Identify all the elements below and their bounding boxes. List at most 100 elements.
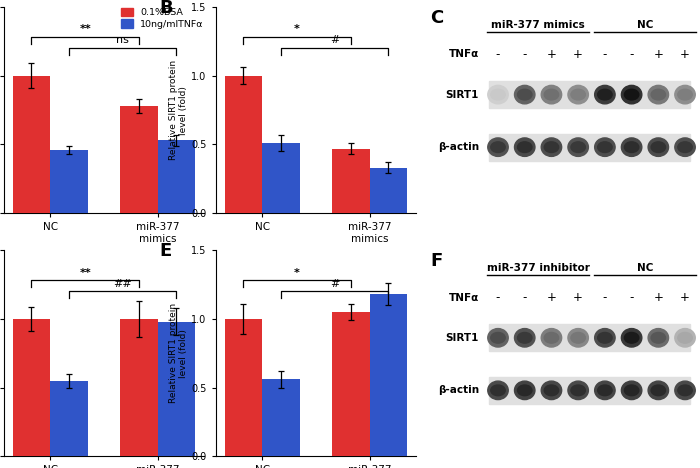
Ellipse shape xyxy=(598,332,612,343)
Ellipse shape xyxy=(571,89,585,100)
Text: ##: ## xyxy=(113,278,132,289)
Text: #: # xyxy=(330,36,340,45)
Bar xyxy=(158,140,195,213)
Text: -: - xyxy=(603,291,607,304)
Text: β-actin: β-actin xyxy=(438,385,479,395)
Bar xyxy=(489,377,690,404)
Ellipse shape xyxy=(622,381,642,400)
Text: F: F xyxy=(430,252,442,270)
Bar xyxy=(225,319,262,456)
Bar xyxy=(489,81,690,108)
Text: NC: NC xyxy=(637,263,653,273)
Ellipse shape xyxy=(541,381,561,400)
Ellipse shape xyxy=(517,332,532,343)
Ellipse shape xyxy=(491,142,505,153)
Ellipse shape xyxy=(517,89,532,100)
Text: miR-377 mimics: miR-377 mimics xyxy=(491,20,585,29)
Ellipse shape xyxy=(651,142,666,153)
Ellipse shape xyxy=(595,85,615,104)
Ellipse shape xyxy=(678,89,692,100)
Bar xyxy=(158,322,195,456)
Bar xyxy=(13,76,50,213)
Ellipse shape xyxy=(568,329,589,347)
Ellipse shape xyxy=(514,329,535,347)
Text: *: * xyxy=(294,24,300,35)
Ellipse shape xyxy=(622,85,642,104)
Ellipse shape xyxy=(624,89,639,100)
Ellipse shape xyxy=(598,142,612,153)
Ellipse shape xyxy=(595,329,615,347)
Ellipse shape xyxy=(624,332,639,343)
Ellipse shape xyxy=(541,329,561,347)
Ellipse shape xyxy=(678,385,692,395)
Ellipse shape xyxy=(571,142,585,153)
Ellipse shape xyxy=(648,138,668,156)
Ellipse shape xyxy=(541,138,561,156)
Text: -: - xyxy=(496,291,500,304)
Ellipse shape xyxy=(491,89,505,100)
Text: **: ** xyxy=(79,24,91,35)
Ellipse shape xyxy=(488,85,508,104)
Bar xyxy=(120,106,158,213)
Y-axis label: Relative SIRT1 protein
level (fold): Relative SIRT1 protein level (fold) xyxy=(169,303,188,403)
Ellipse shape xyxy=(624,142,639,153)
Ellipse shape xyxy=(514,85,535,104)
Text: +: + xyxy=(573,48,583,61)
Ellipse shape xyxy=(568,85,589,104)
Ellipse shape xyxy=(571,332,585,343)
Ellipse shape xyxy=(675,138,695,156)
Ellipse shape xyxy=(571,385,585,395)
Ellipse shape xyxy=(595,381,615,400)
Ellipse shape xyxy=(488,381,508,400)
Text: +: + xyxy=(680,48,690,61)
Text: +: + xyxy=(547,291,556,304)
Legend: 0.1%BSA, 10ng/mlTNFα: 0.1%BSA, 10ng/mlTNFα xyxy=(121,7,204,29)
Text: miR-377 inhibitor: miR-377 inhibitor xyxy=(486,263,589,273)
Ellipse shape xyxy=(648,85,668,104)
Text: -: - xyxy=(629,291,634,304)
Bar xyxy=(50,150,88,213)
Ellipse shape xyxy=(648,329,668,347)
Ellipse shape xyxy=(678,332,692,343)
Text: +: + xyxy=(547,48,556,61)
Ellipse shape xyxy=(544,142,559,153)
Text: B: B xyxy=(160,0,173,17)
Ellipse shape xyxy=(651,332,666,343)
Ellipse shape xyxy=(514,138,535,156)
Bar xyxy=(370,168,407,213)
Text: -: - xyxy=(522,291,527,304)
Text: +: + xyxy=(653,48,664,61)
Ellipse shape xyxy=(675,329,695,347)
Ellipse shape xyxy=(675,381,695,400)
Ellipse shape xyxy=(568,138,589,156)
Text: C: C xyxy=(430,9,444,27)
Text: -: - xyxy=(522,48,527,61)
Ellipse shape xyxy=(541,85,561,104)
Ellipse shape xyxy=(517,142,532,153)
Bar xyxy=(262,143,300,213)
Text: SIRT1: SIRT1 xyxy=(446,89,479,100)
Ellipse shape xyxy=(651,385,666,395)
Text: β-actin: β-actin xyxy=(438,142,479,152)
Ellipse shape xyxy=(491,385,505,395)
Text: -: - xyxy=(496,48,500,61)
Text: **: ** xyxy=(79,268,91,278)
Bar xyxy=(332,312,370,456)
Ellipse shape xyxy=(651,89,666,100)
Bar xyxy=(332,148,370,213)
Bar xyxy=(120,319,158,456)
Text: #: # xyxy=(330,278,340,289)
Ellipse shape xyxy=(488,138,508,156)
Ellipse shape xyxy=(488,329,508,347)
Ellipse shape xyxy=(675,85,695,104)
Ellipse shape xyxy=(517,385,532,395)
Text: TNFα: TNFα xyxy=(449,292,479,303)
Text: *: * xyxy=(294,268,300,278)
Ellipse shape xyxy=(568,381,589,400)
Text: -: - xyxy=(629,48,634,61)
Ellipse shape xyxy=(624,385,639,395)
Ellipse shape xyxy=(622,138,642,156)
Text: -: - xyxy=(603,48,607,61)
Ellipse shape xyxy=(678,142,692,153)
Text: NC: NC xyxy=(637,20,653,29)
